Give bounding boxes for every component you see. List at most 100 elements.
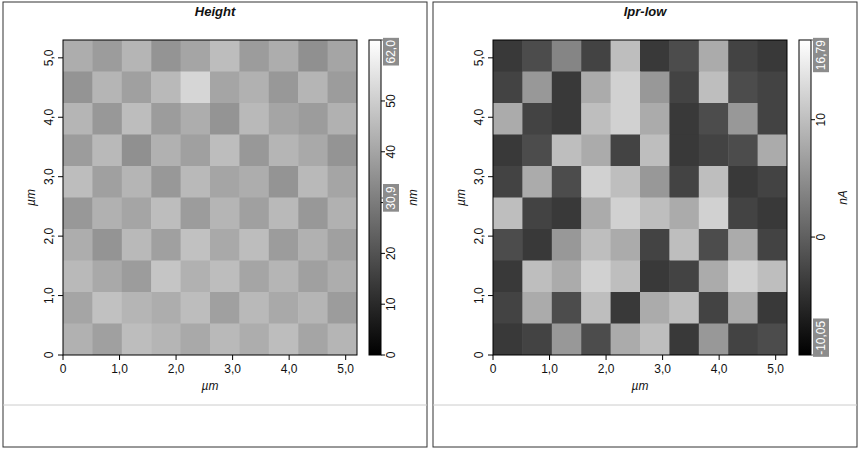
- cell: [640, 166, 670, 198]
- cell: [611, 166, 641, 198]
- cell: [239, 261, 269, 293]
- cell: [328, 72, 357, 104]
- colorbar: [369, 40, 381, 355]
- x-tick-label: 5,0: [337, 362, 354, 376]
- cell: [640, 261, 670, 293]
- cell: [581, 324, 611, 356]
- cell: [522, 103, 552, 135]
- y-axis-title: µm: [24, 189, 38, 206]
- cell: [122, 229, 152, 261]
- cell: [552, 40, 582, 72]
- cell: [758, 292, 787, 324]
- marker-label: 62,0: [384, 40, 398, 64]
- cell: [611, 324, 641, 356]
- cell: [239, 103, 269, 135]
- x-tick: [775, 355, 776, 360]
- cell: [728, 72, 758, 104]
- cell: [92, 72, 122, 104]
- cells: [63, 40, 357, 355]
- y-tick: [58, 57, 63, 58]
- cell: [758, 229, 787, 261]
- cell: [552, 198, 582, 230]
- cell: [728, 324, 758, 356]
- cell: [758, 72, 787, 104]
- cell: [122, 135, 152, 167]
- cell: [493, 229, 523, 261]
- cell: [328, 229, 357, 261]
- cell: [328, 324, 357, 356]
- cell: [92, 40, 122, 72]
- cell: [63, 292, 93, 324]
- cell: [699, 324, 729, 356]
- cell: [611, 72, 641, 104]
- cell: [298, 166, 328, 198]
- cell: [699, 72, 729, 104]
- cell: [581, 229, 611, 261]
- cell: [493, 166, 523, 198]
- cell: [552, 135, 582, 167]
- y-tick-label: 5,0: [42, 49, 56, 66]
- cells: [493, 40, 787, 355]
- panel-frame: [433, 2, 857, 447]
- cell: [699, 261, 729, 293]
- cell: [758, 198, 787, 230]
- cell: [669, 103, 699, 135]
- marker-label: 16,79: [814, 40, 828, 70]
- cell: [581, 166, 611, 198]
- cell: [522, 198, 552, 230]
- cell: [328, 198, 357, 230]
- cell: [63, 198, 93, 230]
- panel-separator: [433, 405, 857, 406]
- cell: [210, 261, 240, 293]
- y-tick: [58, 355, 63, 356]
- cell: [63, 40, 93, 72]
- cell: [552, 229, 582, 261]
- cell: [122, 103, 152, 135]
- cell: [728, 261, 758, 293]
- cell: [758, 40, 787, 72]
- cell: [63, 166, 93, 198]
- cell: [269, 261, 299, 293]
- cell: [210, 40, 240, 72]
- marker-label-box: [383, 184, 399, 212]
- colorbar-title: nA: [836, 190, 850, 205]
- cell: [92, 103, 122, 135]
- cell: [640, 103, 670, 135]
- colorbar-tick-label: 40: [384, 145, 398, 159]
- plot-frame: [493, 40, 787, 355]
- cell: [699, 166, 729, 198]
- cell: [92, 292, 122, 324]
- cell: [611, 40, 641, 72]
- cell: [63, 72, 93, 104]
- cell: [122, 166, 152, 198]
- cell: [611, 198, 641, 230]
- cell: [181, 166, 211, 198]
- cell: [669, 324, 699, 356]
- cell: [640, 135, 670, 167]
- cell: [581, 261, 611, 293]
- y-axis-title: µm: [454, 189, 468, 206]
- cell: [640, 229, 670, 261]
- cell: [63, 103, 93, 135]
- cell: [151, 135, 181, 167]
- cell: [151, 103, 181, 135]
- marker-label-group: 16,79: [813, 38, 829, 72]
- cell: [522, 261, 552, 293]
- cell: [298, 261, 328, 293]
- cell: [269, 40, 299, 72]
- cell: [728, 40, 758, 72]
- cell: [92, 135, 122, 167]
- cell: [669, 135, 699, 167]
- cell: [298, 72, 328, 104]
- marker-label-box: [813, 318, 829, 356]
- y-tick-label: 2,0: [472, 227, 486, 244]
- cell: [63, 261, 93, 293]
- y-tick-label: 1,0: [472, 287, 486, 304]
- x-tick-label: 1,0: [111, 362, 128, 376]
- y-tick-label: 5,0: [472, 49, 486, 66]
- y-tick: [488, 236, 493, 237]
- cell: [328, 135, 357, 167]
- marker-label-group: 62,0: [383, 38, 399, 66]
- y-tick: [58, 176, 63, 177]
- cell: [758, 103, 787, 135]
